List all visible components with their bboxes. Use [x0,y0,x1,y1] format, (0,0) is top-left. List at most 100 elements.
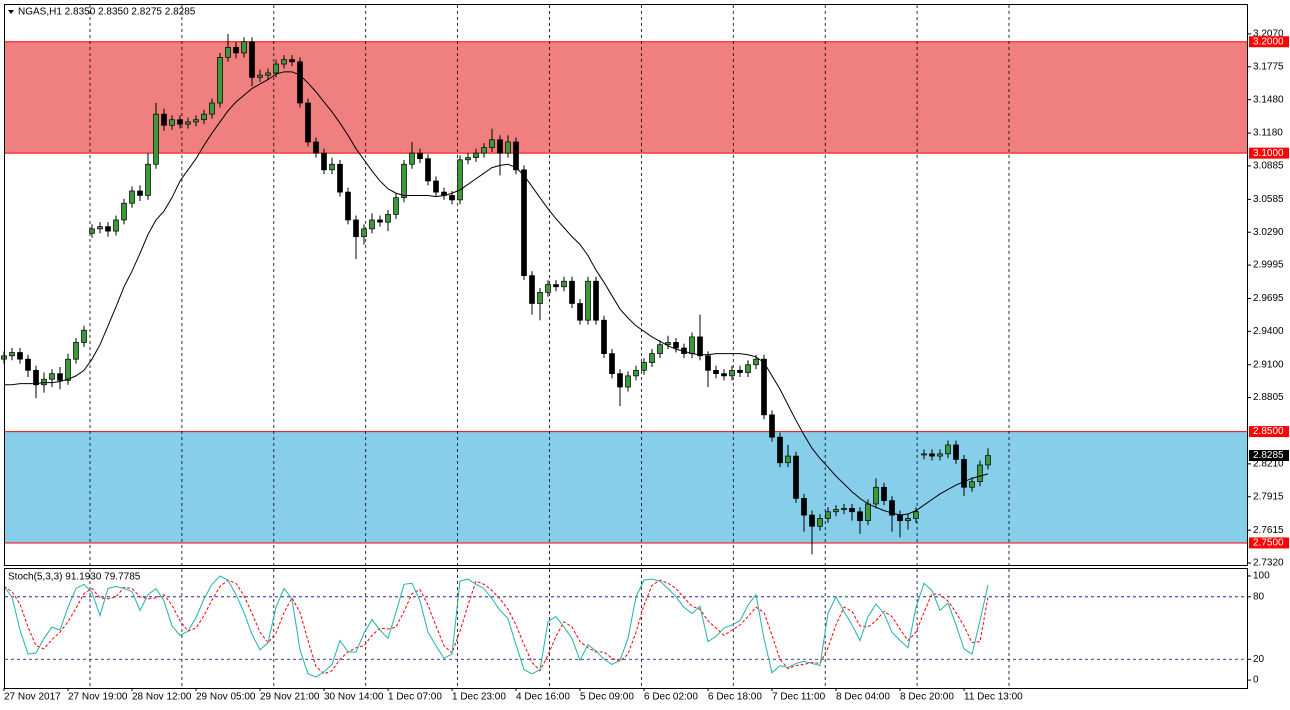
x-tick-label: 8 Dec 04:00 [836,692,890,703]
x-tick-label: 6 Dec 18:00 [708,692,762,703]
candle-body [145,163,151,196]
candle-body [633,369,639,377]
candle-body [65,358,71,381]
candle-body [425,158,431,182]
candle-body [497,139,503,154]
candle-body [9,352,15,357]
candle-body [473,152,479,158]
candle-body [953,444,959,460]
x-tick-label: 5 Dec 09:00 [580,692,634,703]
current-price-box [1249,450,1289,462]
x-tick-label: 29 Nov 05:00 [196,692,256,703]
time-grid [5,5,1248,688]
candle-body [721,373,727,377]
moving-average [4,71,989,516]
candle-body [265,72,271,76]
candle-body [689,336,695,354]
y-tick-label: 3.0585 [1253,194,1284,205]
candle-body [601,319,607,354]
candle-body [849,508,855,513]
y-tick-label: 2.8210 [1253,459,1284,470]
stoch-k-line [3,575,989,678]
candle-body [769,414,775,438]
candle-body [585,280,591,321]
candle-body [553,284,559,288]
stoch-tick-label: 0 [1253,675,1259,686]
candle-body [241,41,247,54]
candle-body [369,219,375,230]
candle-body [833,509,839,513]
zone [5,41,1248,154]
x-tick-label: 27 Nov 19:00 [68,692,128,703]
candle-body [25,358,31,371]
y-tick-label: 3.1180 [1253,128,1283,139]
candle-body [737,369,743,373]
candle-body [113,219,119,232]
stoch-panel-frame [4,568,1248,689]
candle-body [625,375,631,388]
candle-body [977,464,983,483]
candle-body [353,219,359,238]
candle-body [33,369,39,386]
candle-body [321,152,327,171]
candle-body [825,511,831,519]
zone-price-box [1249,426,1289,438]
menu-arrow[interactable] [8,10,14,14]
y-tick-label: 2.7915 [1253,491,1284,502]
candle-body [745,364,751,373]
candle-body [697,336,703,357]
zone-price-box [1249,537,1289,549]
candle-body [481,147,487,154]
x-tick-label: 6 Dec 02:00 [644,692,698,703]
candle-body [873,486,879,505]
candle-body [489,139,495,148]
candle-body [457,159,463,201]
candle-body [377,219,383,223]
candle-body [289,59,295,63]
candle-body [673,342,679,349]
candle-body [961,459,967,488]
candle-body [17,352,23,360]
candle-body [169,119,175,126]
candle-body [921,453,927,456]
candle-body [545,284,551,293]
y-tick-label: 2.7320 [1253,558,1284,569]
candle-body [361,228,367,238]
candle-body [593,280,599,321]
candle-body [889,500,895,516]
candle-body [201,113,207,121]
y-tick-label: 2.7615 [1253,525,1284,536]
stoch-tick-label: 100 [1253,571,1270,582]
candle-body [401,163,407,199]
candle-body [817,518,823,527]
candle-body [969,481,975,488]
candle-body [257,74,263,78]
x-tick-label: 27 Nov 2017 [4,692,61,703]
candle-body [713,369,719,375]
candle-body [777,436,783,464]
candle-body [273,63,279,74]
stoch-label: Stoch(5,3,3) 91.1930 79.7785 [8,572,141,583]
x-tick-label: 4 Dec 16:00 [516,692,570,703]
x-tick-label: 28 Nov 12:00 [132,692,192,703]
candle-body [929,453,935,457]
candle-body [529,275,535,304]
y-tick-label: 3.1480 [1253,94,1284,105]
zone-price-label: 2.7500 [1253,538,1284,549]
candle-body [785,455,791,464]
candle-body [465,157,471,161]
x-tick-label: 1 Dec 23:00 [452,692,506,703]
y-tick-label: 2.9400 [1253,326,1284,337]
candle-body [729,369,735,377]
stoch-tick-label: 20 [1253,654,1265,665]
candle-body [337,163,343,193]
x-tick-label: 30 Nov 14:00 [324,692,384,703]
candle-body [49,373,55,380]
candle-body [513,141,519,171]
candle-body [505,141,511,154]
candle-body [865,503,871,522]
candle-body [313,141,319,154]
zones [5,41,1248,544]
candle-body [305,102,311,143]
